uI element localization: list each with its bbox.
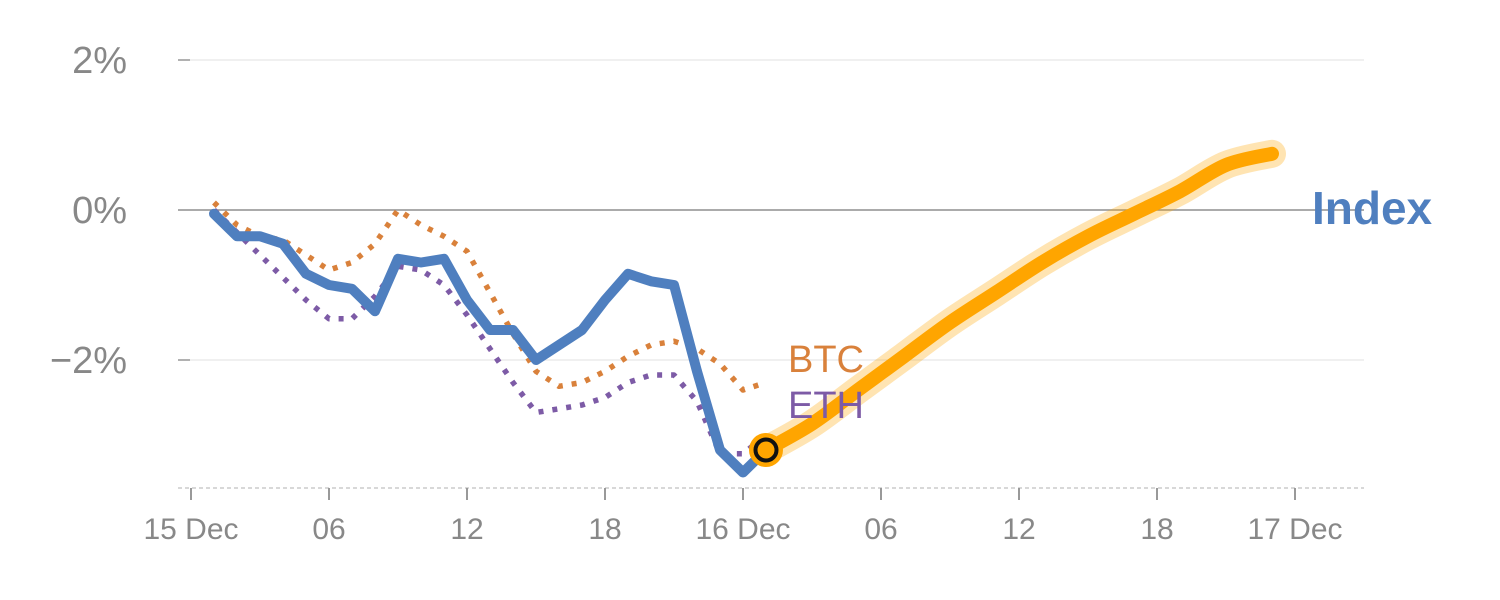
- forecast-line: [759, 146, 1279, 457]
- x-tick-label: 12: [450, 513, 483, 546]
- x-tick-label: 18: [1140, 513, 1173, 546]
- btc-line: [212, 200, 767, 393]
- y-axis-ticks: 2% 0% −2%: [50, 40, 127, 382]
- btc-label: BTC: [788, 339, 864, 381]
- y-tick-label: 0%: [72, 190, 127, 232]
- x-tick-label: 12: [1002, 513, 1035, 546]
- y-tick-label: −2%: [50, 340, 127, 382]
- y-tick-label: 2%: [72, 40, 127, 82]
- x-tick-label: 15 Dec: [143, 513, 238, 546]
- eth-line: [212, 208, 768, 457]
- x-tick-label: 18: [588, 513, 621, 546]
- index-label: Index: [1312, 182, 1433, 234]
- eth-label: ETH: [788, 385, 864, 427]
- index-line: [209, 208, 771, 478]
- x-tick-label: 06: [864, 513, 897, 546]
- grid-lines: [178, 59, 1364, 361]
- current-point-marker: [753, 437, 779, 463]
- x-tick-label: 16 Dec: [695, 513, 790, 546]
- series-lines: [209, 139, 1286, 478]
- x-tick-label: 06: [312, 513, 345, 546]
- x-tick-label: 17 Dec: [1247, 513, 1342, 546]
- x-axis: 15 Dec 06 12 18 16 Dec 06 12 18 17 Dec: [143, 487, 1364, 546]
